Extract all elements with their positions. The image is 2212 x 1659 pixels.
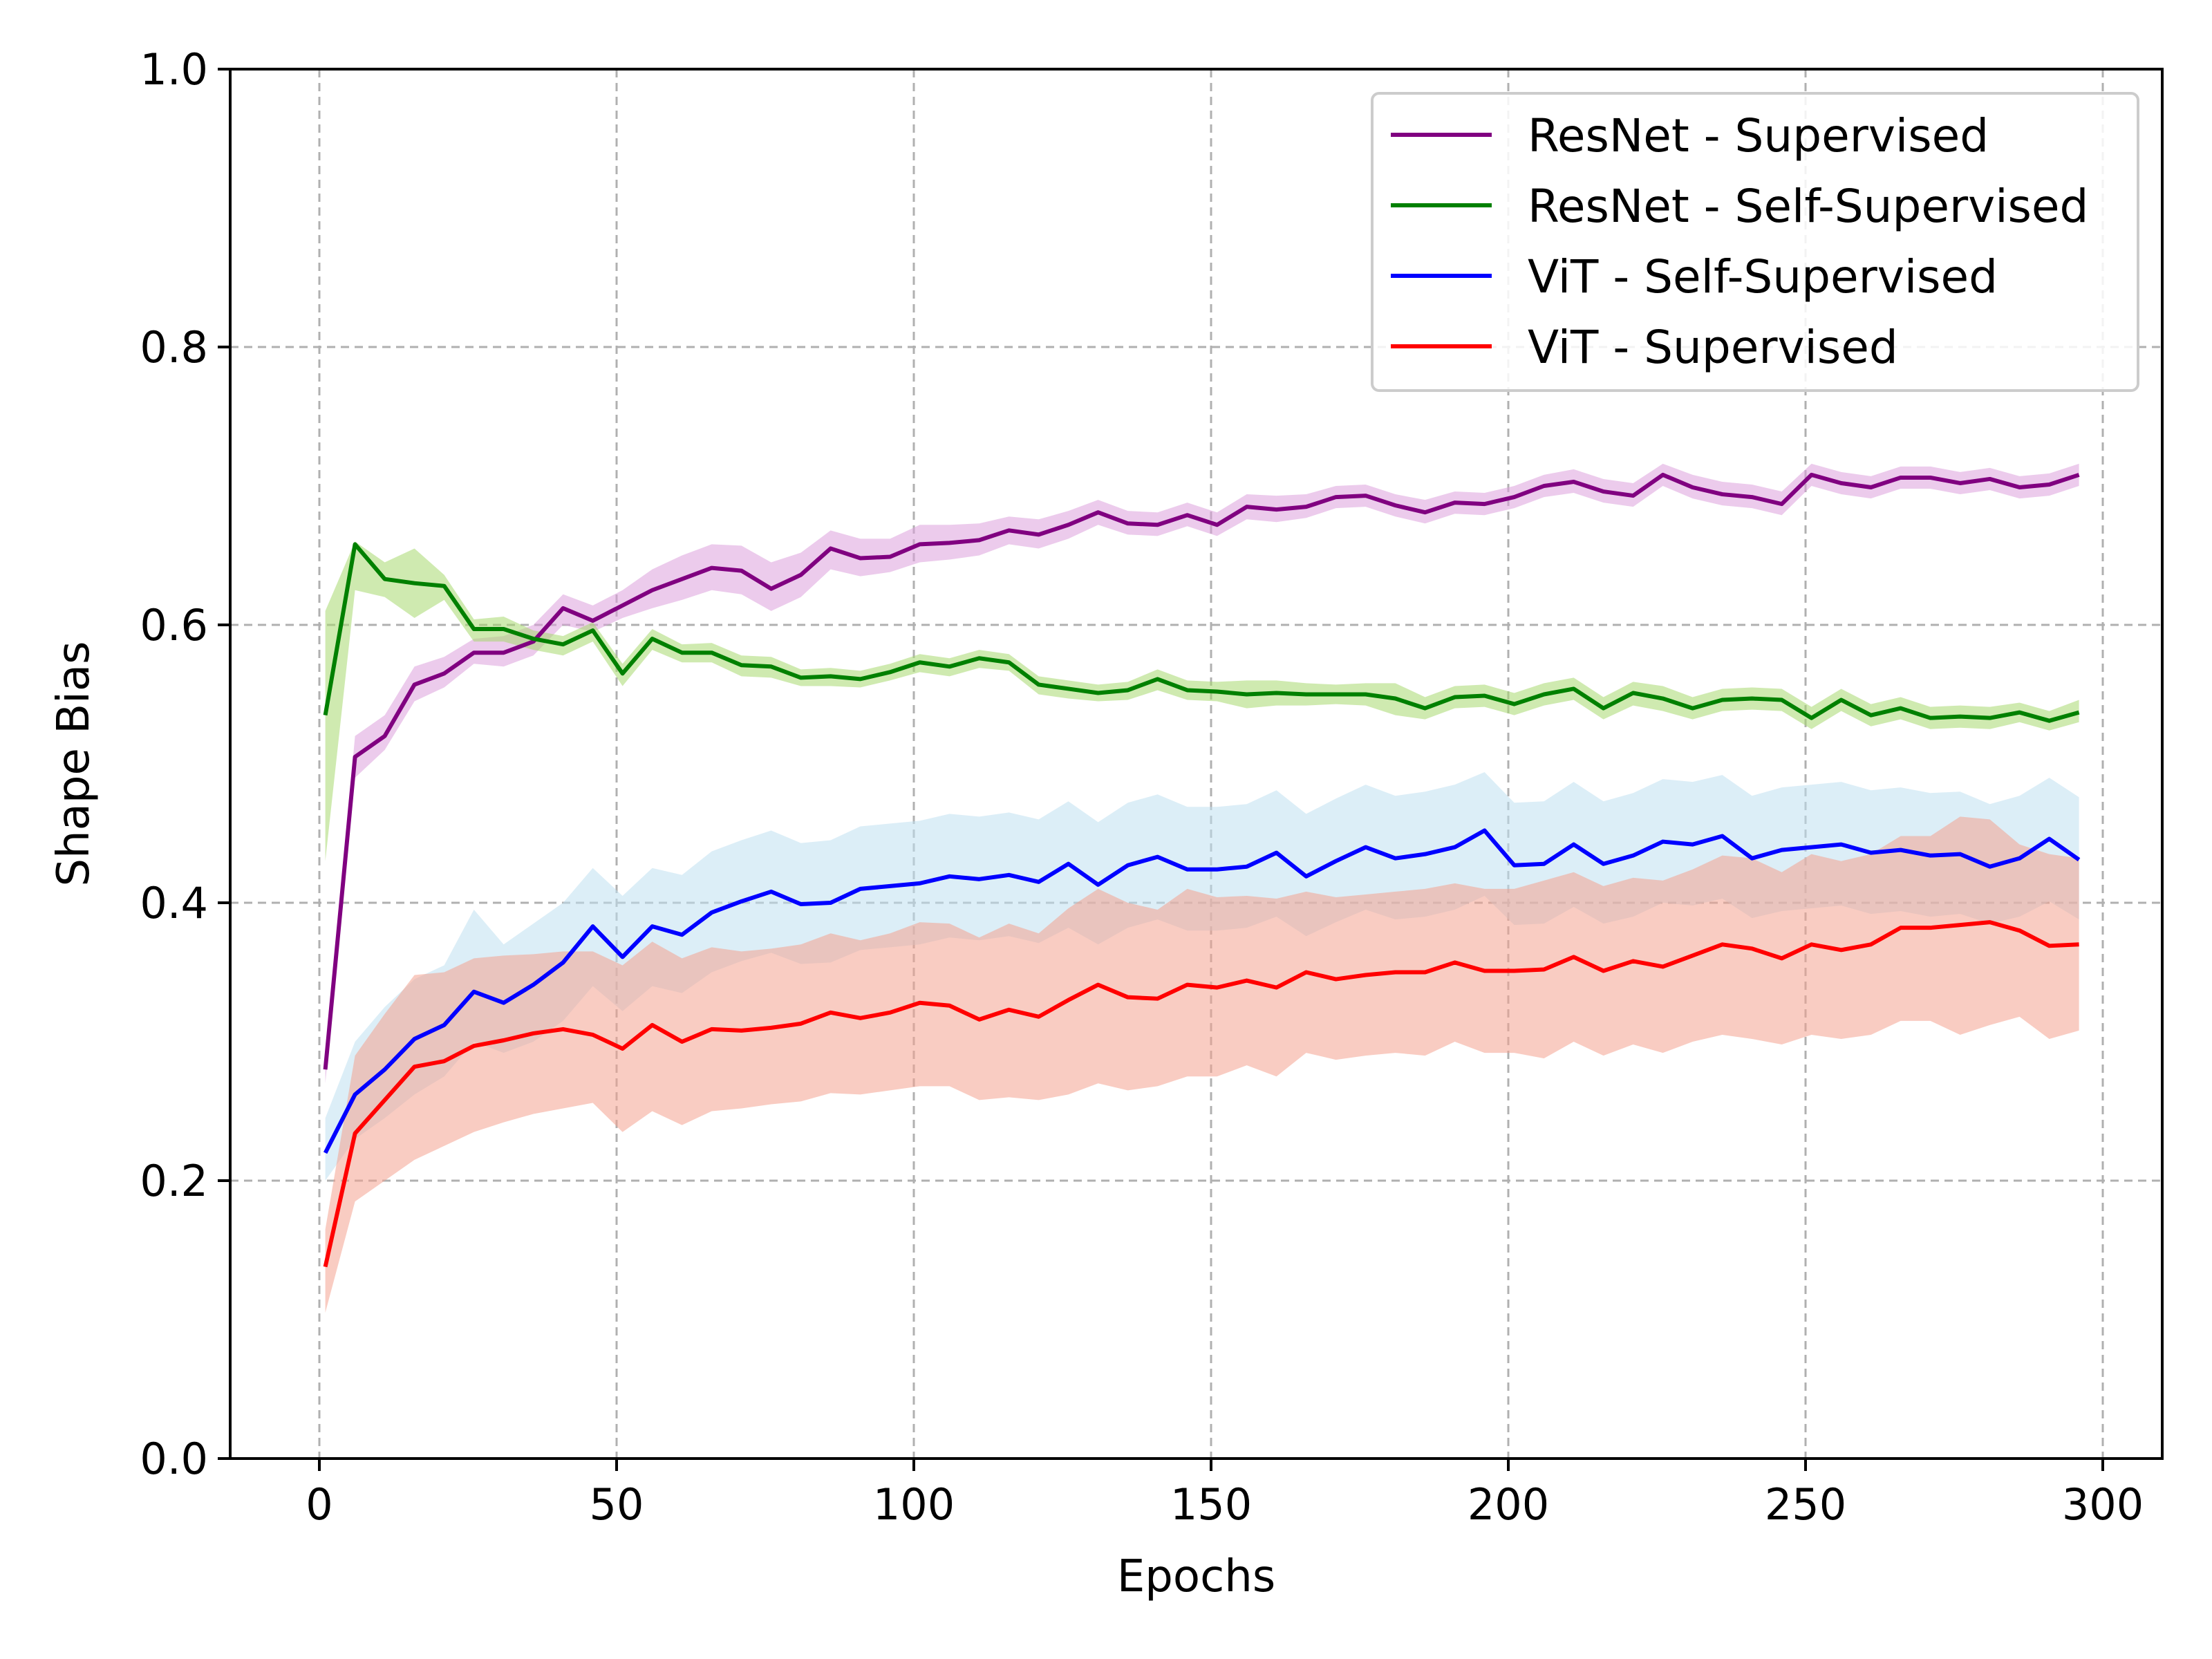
resnet-self-supervised-line bbox=[323, 542, 2080, 723]
y-tick-label: 0.8 bbox=[140, 322, 208, 373]
y-tick-label: 1.0 bbox=[140, 44, 208, 95]
series-lines bbox=[323, 472, 2081, 1268]
y-tick-label: 0.0 bbox=[140, 1434, 208, 1484]
vit-supervised-band bbox=[325, 816, 2079, 1313]
vit-supervised-line bbox=[323, 920, 2079, 1268]
vit-self-supervised-line bbox=[323, 828, 2081, 1154]
x-tick-label: 50 bbox=[590, 1479, 644, 1530]
vit-self-supervised-band bbox=[325, 772, 2079, 1181]
x-tick-label: 100 bbox=[873, 1479, 955, 1530]
y-tick-label: 0.2 bbox=[140, 1156, 208, 1206]
resnet-supervised-line bbox=[323, 472, 2080, 1070]
y-axis-ticks: 0.0 0.2 0.4 0.6 0.8 1.0 bbox=[140, 44, 230, 1484]
plot-frame bbox=[229, 68, 2164, 1460]
x-axis-label: Epochs bbox=[1117, 1551, 1275, 1602]
legend-label: ViT - Supervised bbox=[1528, 321, 1898, 374]
x-tick-label: 200 bbox=[1468, 1479, 1549, 1530]
legend-label: ResNet - Supervised bbox=[1528, 109, 1989, 162]
x-tick-label: 300 bbox=[2062, 1479, 2144, 1530]
x-axis-ticks: 0 50 100 150 200 250 300 bbox=[306, 1459, 2144, 1530]
y-tick-label: 0.4 bbox=[140, 878, 208, 928]
legend: ResNet - Supervised ResNet - Self-Supervi… bbox=[1371, 92, 2139, 392]
legend-box bbox=[1371, 92, 2139, 392]
y-axis-label: Shape Bias bbox=[48, 641, 100, 887]
x-tick-label: 250 bbox=[1765, 1479, 1846, 1530]
x-tick-label: 150 bbox=[1170, 1479, 1252, 1530]
legend-label: ViT - Self-Supervised bbox=[1528, 250, 1998, 303]
legend-label: ResNet - Self-Supervised bbox=[1528, 180, 2088, 233]
x-tick-label: 0 bbox=[306, 1479, 332, 1530]
y-tick-label: 0.6 bbox=[140, 600, 208, 650]
